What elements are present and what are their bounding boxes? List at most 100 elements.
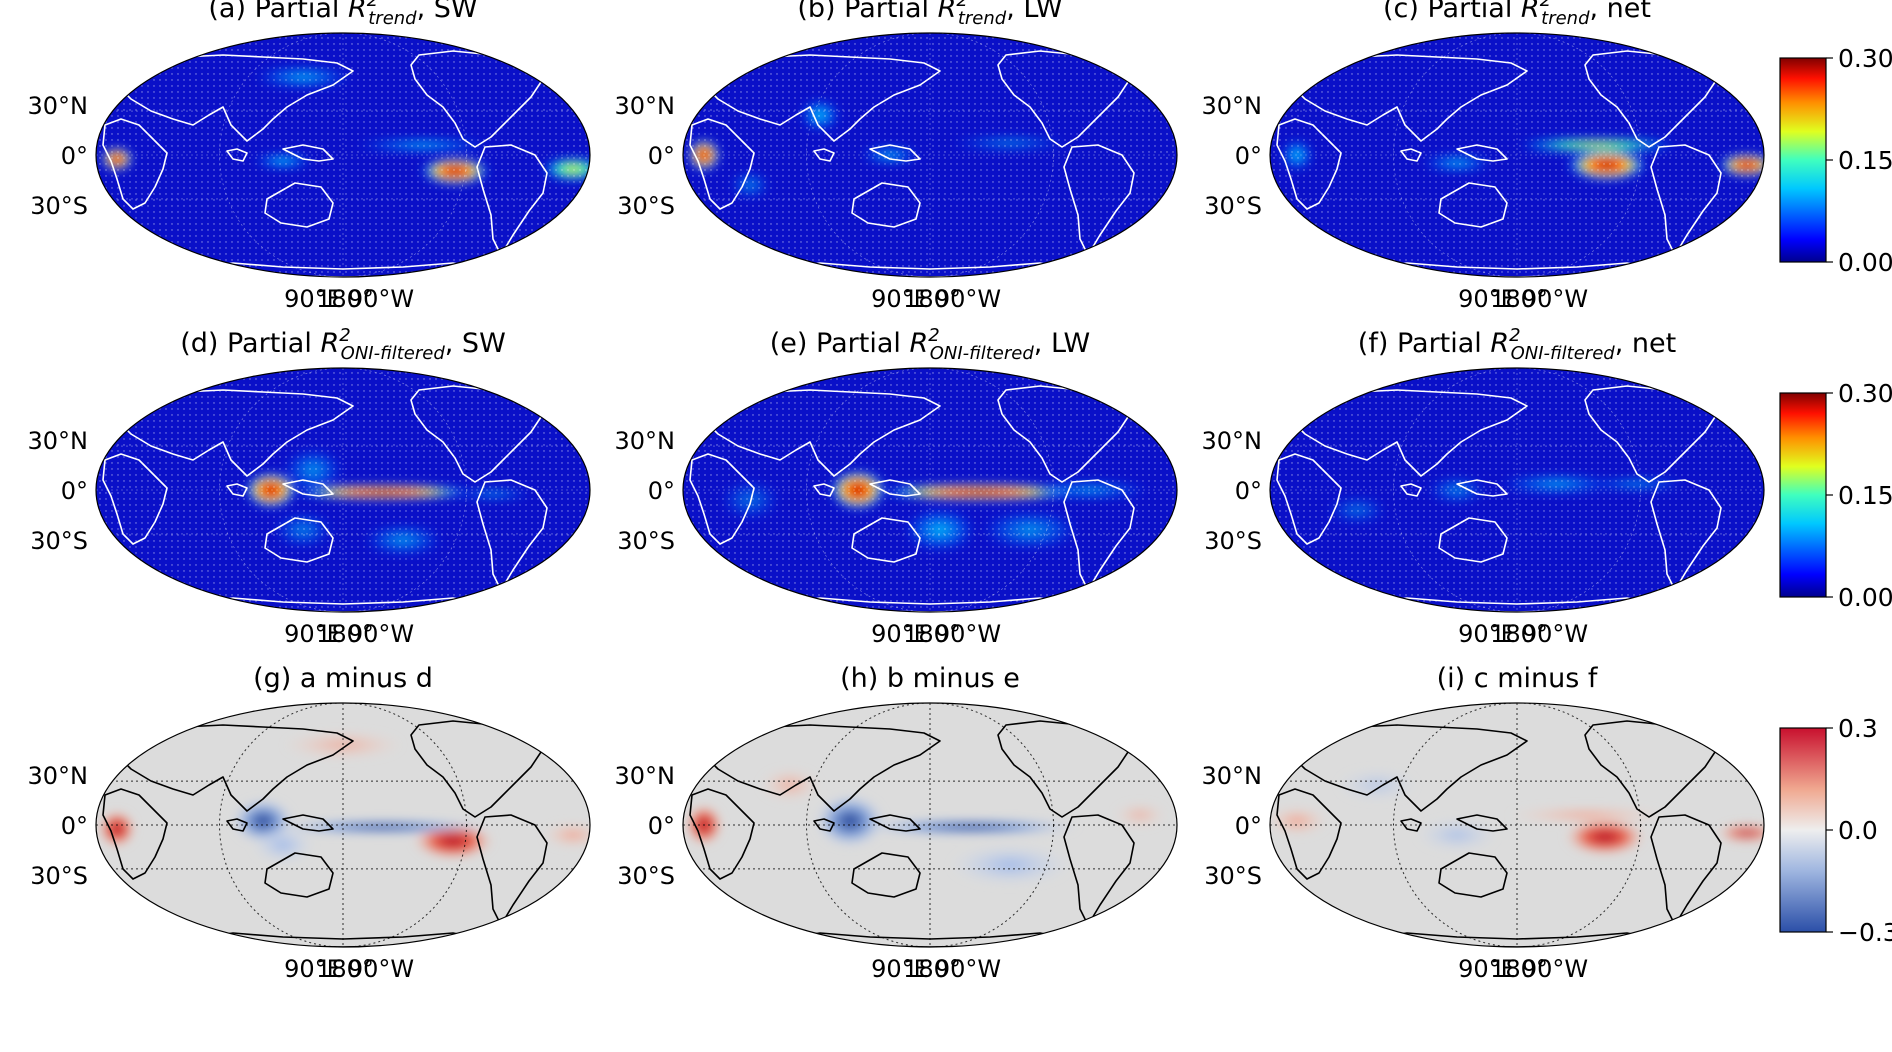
map-border	[682, 32, 1178, 278]
lon-tick-label: 90°E	[1458, 285, 1516, 313]
lat-tick-label: 30°N	[1202, 92, 1263, 120]
lat-tick-label: 0°	[61, 812, 88, 840]
panel-title: (f) Partial R2 ONI-filtered, net	[1358, 325, 1676, 364]
map-f	[1269, 367, 1765, 613]
lon-tick-label: 180°	[903, 620, 961, 648]
lat-tick-label: 30°S	[617, 862, 675, 890]
gridlines	[96, 33, 590, 277]
lon-tick-label: 180°	[903, 285, 961, 313]
lon-tick-label: 180°	[1490, 620, 1548, 648]
colorbar-row-2: 0.30 0.15 0.00	[1779, 379, 1892, 612]
colorbar-tick-label: 0.0	[1838, 816, 1878, 845]
gridlines	[683, 703, 1177, 947]
map-border	[682, 367, 1178, 613]
colorbar-tick-label: 0.3	[1838, 714, 1878, 743]
lon-tick-label: 90°E	[871, 285, 929, 313]
map-i	[1269, 702, 1765, 948]
panel-title: (g) a minus d	[253, 663, 433, 694]
colorbar-tick-label: 0.15	[1838, 481, 1892, 510]
map-border	[95, 32, 591, 278]
map-d	[95, 367, 591, 613]
lat-tick-label: 0°	[648, 142, 675, 170]
colorbar	[1779, 392, 1827, 598]
colorbar-tick-label: 0.30	[1838, 44, 1892, 73]
lon-tick-label: 90°W	[935, 285, 1001, 313]
map-border	[95, 367, 591, 613]
lat-tick-label: 30°N	[1202, 762, 1263, 790]
lon-tick-label: 180°	[1490, 955, 1548, 983]
colorbar-row-1: 0.30 0.15 0.00	[1779, 44, 1892, 277]
lon-tick-label: 90°E	[1458, 955, 1516, 983]
lat-tick-label: 30°S	[1204, 527, 1262, 555]
panel-d: (d) Partial R2 ONI-filtered, SW 30°N 0° 30°S…	[28, 325, 591, 648]
lat-tick-label: 0°	[648, 812, 675, 840]
panel-f: (f) Partial R2 ONI-filtered, net 30°N 0° 30°…	[1202, 325, 1765, 648]
map-c	[1269, 32, 1765, 278]
panel-a: (a) Partial R2 trend, SW 30°N 0° 30°S 90°E180…	[28, 0, 591, 313]
map-h	[682, 702, 1178, 948]
panel-title: (i) c minus f	[1437, 663, 1599, 694]
lon-tick-label: 90°E	[284, 955, 342, 983]
lon-tick-label: 90°E	[871, 955, 929, 983]
gridlines	[96, 703, 590, 947]
panel-title: (a) Partial R2 trend, SW	[208, 0, 477, 29]
lon-tick-label: 90°E	[1458, 620, 1516, 648]
lat-tick-label: 30°S	[617, 527, 675, 555]
panel-e: (e) Partial R2 ONI-filtered, LW 30°N 0° 30°S…	[615, 325, 1178, 648]
colorbar-tick-label: 0.00	[1838, 248, 1892, 277]
gridlines	[96, 368, 590, 612]
colorbar-row-3: 0.3 0.0 −0.3	[1779, 714, 1892, 947]
lon-tick-label: 90°W	[348, 955, 414, 983]
gridlines	[1270, 703, 1764, 947]
colorbar-tick-label: −0.3	[1838, 918, 1892, 947]
lat-tick-label: 0°	[1235, 477, 1262, 505]
colorbars: 0.30 0.15 0.00 0.30 0.15 0.00 0.3 0.0 −0.3	[1779, 44, 1892, 947]
lon-tick-label: 180°	[316, 620, 374, 648]
panel-title: (b) Partial R2 trend, LW	[797, 0, 1062, 29]
map-border	[1269, 702, 1765, 948]
gridlines	[1270, 33, 1764, 277]
lon-tick-label: 90°W	[935, 955, 1001, 983]
gridlines	[1270, 368, 1764, 612]
lat-tick-label: 30°N	[28, 762, 89, 790]
colorbar-tick-label: 0.15	[1838, 146, 1892, 175]
map-border	[1269, 367, 1765, 613]
panel-title: (c) Partial R2 trend, net	[1383, 0, 1651, 29]
lat-tick-label: 30°N	[615, 92, 676, 120]
lat-tick-label: 30°N	[28, 92, 89, 120]
map-b	[682, 32, 1178, 278]
gridlines	[683, 33, 1177, 277]
lat-tick-label: 0°	[1235, 812, 1262, 840]
map-g	[95, 702, 591, 948]
lon-tick-label: 90°E	[871, 620, 929, 648]
lat-tick-label: 0°	[61, 477, 88, 505]
lat-tick-label: 30°S	[30, 862, 88, 890]
lat-tick-label: 0°	[61, 142, 88, 170]
map-border	[1269, 32, 1765, 278]
lat-tick-label: 30°S	[1204, 192, 1262, 220]
colorbar	[1779, 727, 1827, 933]
lon-tick-label: 90°W	[1522, 620, 1588, 648]
lat-tick-label: 30°N	[615, 427, 676, 455]
panel-title: (e) Partial R2 ONI-filtered, LW	[770, 325, 1090, 364]
map-panels: (a) Partial R2 trend, SW30°N0°30°S90°E180…	[28, 0, 1765, 983]
lat-tick-label: 30°S	[617, 192, 675, 220]
colorbar	[1779, 57, 1827, 263]
panel-b: (b) Partial R2 trend, LW 30°N 0° 30°S 90°E180…	[615, 0, 1178, 313]
lat-tick-label: 0°	[1235, 142, 1262, 170]
lon-tick-label: 180°	[316, 285, 374, 313]
lon-tick-label: 90°W	[348, 285, 414, 313]
lat-tick-label: 0°	[648, 477, 675, 505]
lat-tick-label: 30°N	[1202, 427, 1263, 455]
lon-tick-label: 90°W	[348, 620, 414, 648]
lat-tick-label: 30°N	[615, 762, 676, 790]
map-a	[95, 32, 591, 278]
lat-tick-label: 30°S	[1204, 862, 1262, 890]
lon-tick-label: 180°	[316, 955, 374, 983]
map-border	[682, 702, 1178, 948]
lat-tick-label: 30°S	[30, 192, 88, 220]
lon-tick-label: 180°	[903, 955, 961, 983]
